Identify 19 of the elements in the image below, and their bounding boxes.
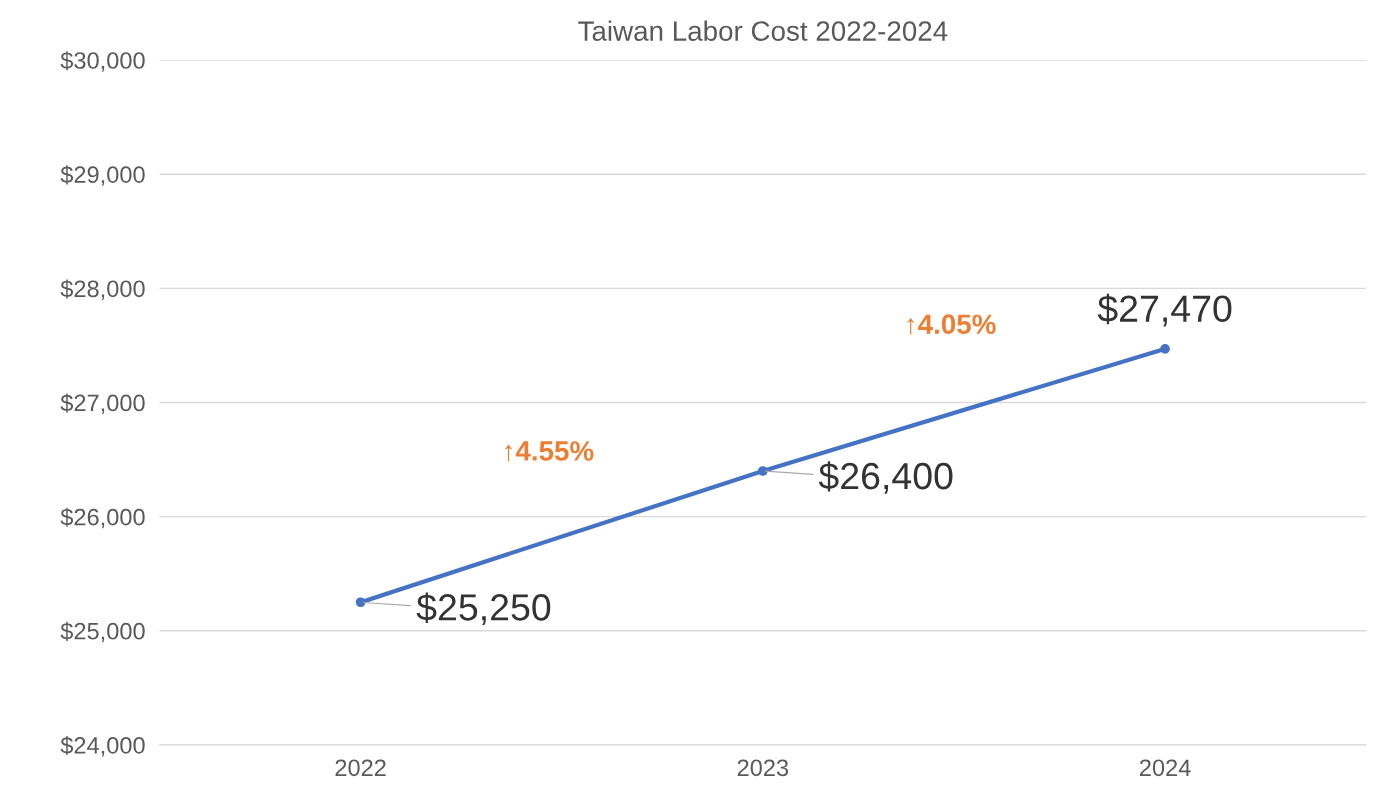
y-tick-label: $28,000 bbox=[60, 279, 145, 300]
y-tick-label: $25,000 bbox=[60, 621, 145, 643]
chart-title: Taiwan Labor Cost 2022-2024 bbox=[578, 20, 948, 41]
x-tick-label: 2022 bbox=[335, 759, 386, 777]
data-label: $27,470 bbox=[1097, 293, 1232, 327]
x-tick-label: 2023 bbox=[737, 759, 789, 777]
point bbox=[355, 597, 366, 608]
annotation: ↑4.05% bbox=[907, 314, 996, 335]
data-label: $25,250 bbox=[416, 592, 551, 626]
y-tick-label: $30,000 bbox=[60, 51, 145, 72]
x-tick-label: 2024 bbox=[1140, 759, 1191, 777]
y-tick-label: $29,000 bbox=[60, 165, 145, 186]
y-tick-label: $27,000 bbox=[60, 393, 145, 415]
data-label: $26,400 bbox=[818, 461, 953, 494]
point bbox=[1160, 343, 1170, 354]
y-tick-label: $26,000 bbox=[60, 507, 145, 529]
point bbox=[757, 466, 768, 476]
y-tick-label: $24,000 bbox=[60, 736, 145, 757]
annotation: ↑4.55% bbox=[505, 441, 594, 462]
